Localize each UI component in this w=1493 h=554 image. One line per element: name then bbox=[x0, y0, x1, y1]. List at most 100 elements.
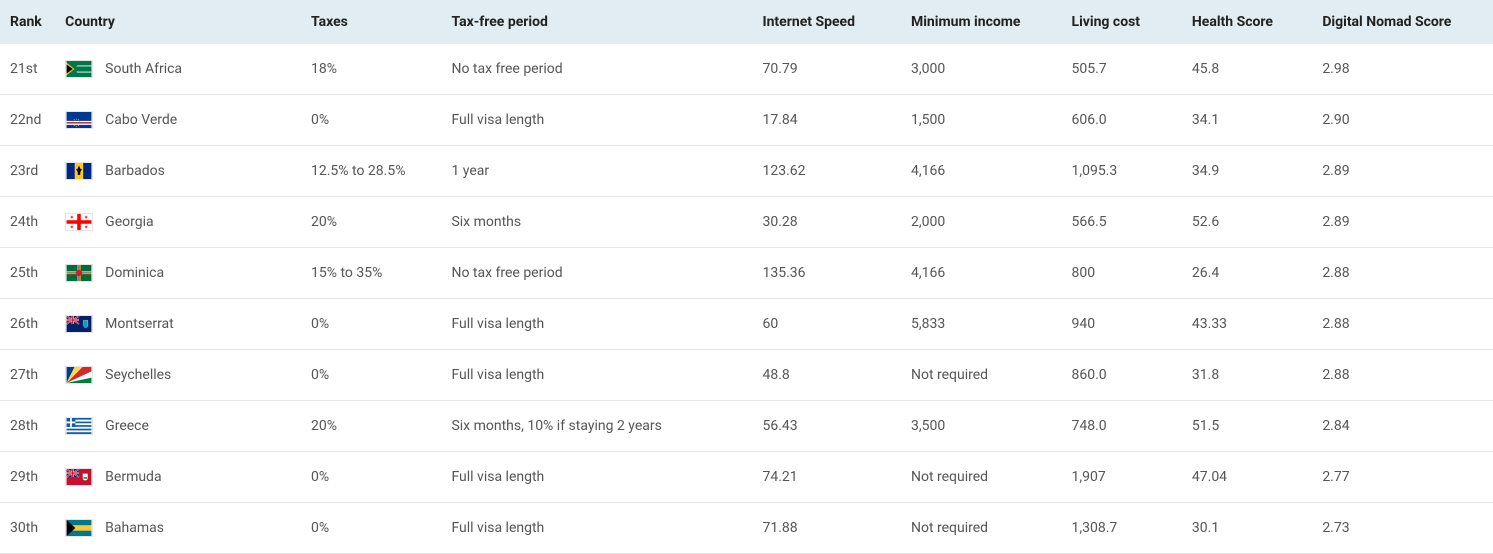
table-row: 24th Georgia 20% Six months 30.28 2,000 … bbox=[0, 197, 1493, 248]
cell-score: 2.88 bbox=[1312, 299, 1493, 350]
cell-living: 505.7 bbox=[1062, 44, 1182, 95]
table-row: 22nd Cabo Verde 0% Full visa length 17.8… bbox=[0, 95, 1493, 146]
cell-country: Cabo Verde bbox=[55, 95, 301, 146]
cell-country: Dominica bbox=[55, 248, 301, 299]
cell-score: 2.89 bbox=[1312, 146, 1493, 197]
cell-income: 2,000 bbox=[901, 197, 1062, 248]
cell-taxes: 20% bbox=[301, 401, 441, 452]
cell-taxes: 20% bbox=[301, 197, 441, 248]
cell-score: 2.98 bbox=[1312, 44, 1493, 95]
country-name: Cabo Verde bbox=[105, 112, 177, 128]
flag-icon bbox=[65, 315, 93, 333]
cell-living: 748.0 bbox=[1062, 401, 1182, 452]
col-header-score[interactable]: Digital Nomad Score bbox=[1312, 0, 1493, 44]
country-name: South Africa bbox=[105, 61, 182, 77]
cell-rank: 24th bbox=[0, 197, 55, 248]
cell-speed: 56.43 bbox=[752, 401, 900, 452]
cell-income: Not required bbox=[901, 452, 1062, 503]
cell-country: Seychelles bbox=[55, 350, 301, 401]
cell-rank: 21st bbox=[0, 44, 55, 95]
flag-icon bbox=[65, 468, 93, 486]
cell-taxes: 0% bbox=[301, 350, 441, 401]
cell-country: Barbados bbox=[55, 146, 301, 197]
col-header-taxes[interactable]: Taxes bbox=[301, 0, 441, 44]
cell-speed: 30.28 bbox=[752, 197, 900, 248]
cell-taxes: 0% bbox=[301, 503, 441, 554]
col-header-period[interactable]: Tax-free period bbox=[441, 0, 752, 44]
cell-rank: 27th bbox=[0, 350, 55, 401]
table-row: 28th Greece 20% Six months, 10% if stayi… bbox=[0, 401, 1493, 452]
cell-country: South Africa bbox=[55, 44, 301, 95]
table-row: 23rd Barbados 12.5% to 28.5% 1 year 123.… bbox=[0, 146, 1493, 197]
cell-income: 1,500 bbox=[901, 95, 1062, 146]
col-header-speed[interactable]: Internet Speed bbox=[752, 0, 900, 44]
col-header-country[interactable]: Country bbox=[55, 0, 301, 44]
flag-icon bbox=[65, 111, 93, 129]
cell-period: Full visa length bbox=[441, 503, 752, 554]
cell-period: Full visa length bbox=[441, 95, 752, 146]
col-header-rank[interactable]: Rank bbox=[0, 0, 55, 44]
cell-rank: 26th bbox=[0, 299, 55, 350]
cell-health: 43.33 bbox=[1182, 299, 1312, 350]
cell-health: 26.4 bbox=[1182, 248, 1312, 299]
flag-icon bbox=[65, 213, 93, 231]
cell-living: 1,907 bbox=[1062, 452, 1182, 503]
cell-speed: 74.21 bbox=[752, 452, 900, 503]
col-header-health[interactable]: Health Score bbox=[1182, 0, 1312, 44]
cell-living: 606.0 bbox=[1062, 95, 1182, 146]
country-name: Georgia bbox=[105, 214, 153, 230]
table-row: 25th Dominica 15% to 35% No tax free per… bbox=[0, 248, 1493, 299]
cell-taxes: 0% bbox=[301, 452, 441, 503]
cell-country: Greece bbox=[55, 401, 301, 452]
country-name: Bermuda bbox=[105, 469, 161, 485]
table-body: 21st South Africa 18% No tax free period… bbox=[0, 44, 1493, 554]
cell-taxes: 12.5% to 28.5% bbox=[301, 146, 441, 197]
cell-score: 2.89 bbox=[1312, 197, 1493, 248]
table-row: 27th Seychelles 0% Full visa length 48.8… bbox=[0, 350, 1493, 401]
cell-score: 2.73 bbox=[1312, 503, 1493, 554]
country-name: Montserrat bbox=[105, 316, 174, 332]
cell-living: 940 bbox=[1062, 299, 1182, 350]
cell-rank: 30th bbox=[0, 503, 55, 554]
cell-living: 800 bbox=[1062, 248, 1182, 299]
cell-score: 2.77 bbox=[1312, 452, 1493, 503]
flag-icon bbox=[65, 366, 93, 384]
country-name: Greece bbox=[105, 418, 149, 434]
cell-country: Montserrat bbox=[55, 299, 301, 350]
cell-country: Bermuda bbox=[55, 452, 301, 503]
cell-health: 47.04 bbox=[1182, 452, 1312, 503]
cell-health: 31.8 bbox=[1182, 350, 1312, 401]
cell-speed: 60 bbox=[752, 299, 900, 350]
cell-speed: 17.84 bbox=[752, 95, 900, 146]
cell-period: Six months, 10% if staying 2 years bbox=[441, 401, 752, 452]
table-row: 29th Bermuda 0% Full visa length 74.21 N… bbox=[0, 452, 1493, 503]
cell-health: 52.6 bbox=[1182, 197, 1312, 248]
cell-period: 1 year bbox=[441, 146, 752, 197]
col-header-living[interactable]: Living cost bbox=[1062, 0, 1182, 44]
cell-health: 51.5 bbox=[1182, 401, 1312, 452]
cell-living: 1,095.3 bbox=[1062, 146, 1182, 197]
country-name: Dominica bbox=[105, 265, 164, 281]
cell-period: Six months bbox=[441, 197, 752, 248]
cell-country: Bahamas bbox=[55, 503, 301, 554]
cell-taxes: 0% bbox=[301, 95, 441, 146]
cell-speed: 71.88 bbox=[752, 503, 900, 554]
cell-taxes: 18% bbox=[301, 44, 441, 95]
cell-income: 5,833 bbox=[901, 299, 1062, 350]
cell-speed: 48.8 bbox=[752, 350, 900, 401]
cell-taxes: 0% bbox=[301, 299, 441, 350]
cell-income: Not required bbox=[901, 350, 1062, 401]
flag-icon bbox=[65, 417, 93, 435]
digital-nomad-table: Rank Country Taxes Tax-free period Inter… bbox=[0, 0, 1493, 554]
cell-living: 860.0 bbox=[1062, 350, 1182, 401]
cell-health: 45.8 bbox=[1182, 44, 1312, 95]
col-header-income[interactable]: Minimum income bbox=[901, 0, 1062, 44]
cell-income: 4,166 bbox=[901, 146, 1062, 197]
cell-period: No tax free period bbox=[441, 248, 752, 299]
cell-living: 566.5 bbox=[1062, 197, 1182, 248]
table-row: 26th Montserrat 0% Full visa length 60 5… bbox=[0, 299, 1493, 350]
cell-score: 2.88 bbox=[1312, 350, 1493, 401]
cell-health: 30.1 bbox=[1182, 503, 1312, 554]
cell-speed: 123.62 bbox=[752, 146, 900, 197]
flag-icon bbox=[65, 162, 93, 180]
